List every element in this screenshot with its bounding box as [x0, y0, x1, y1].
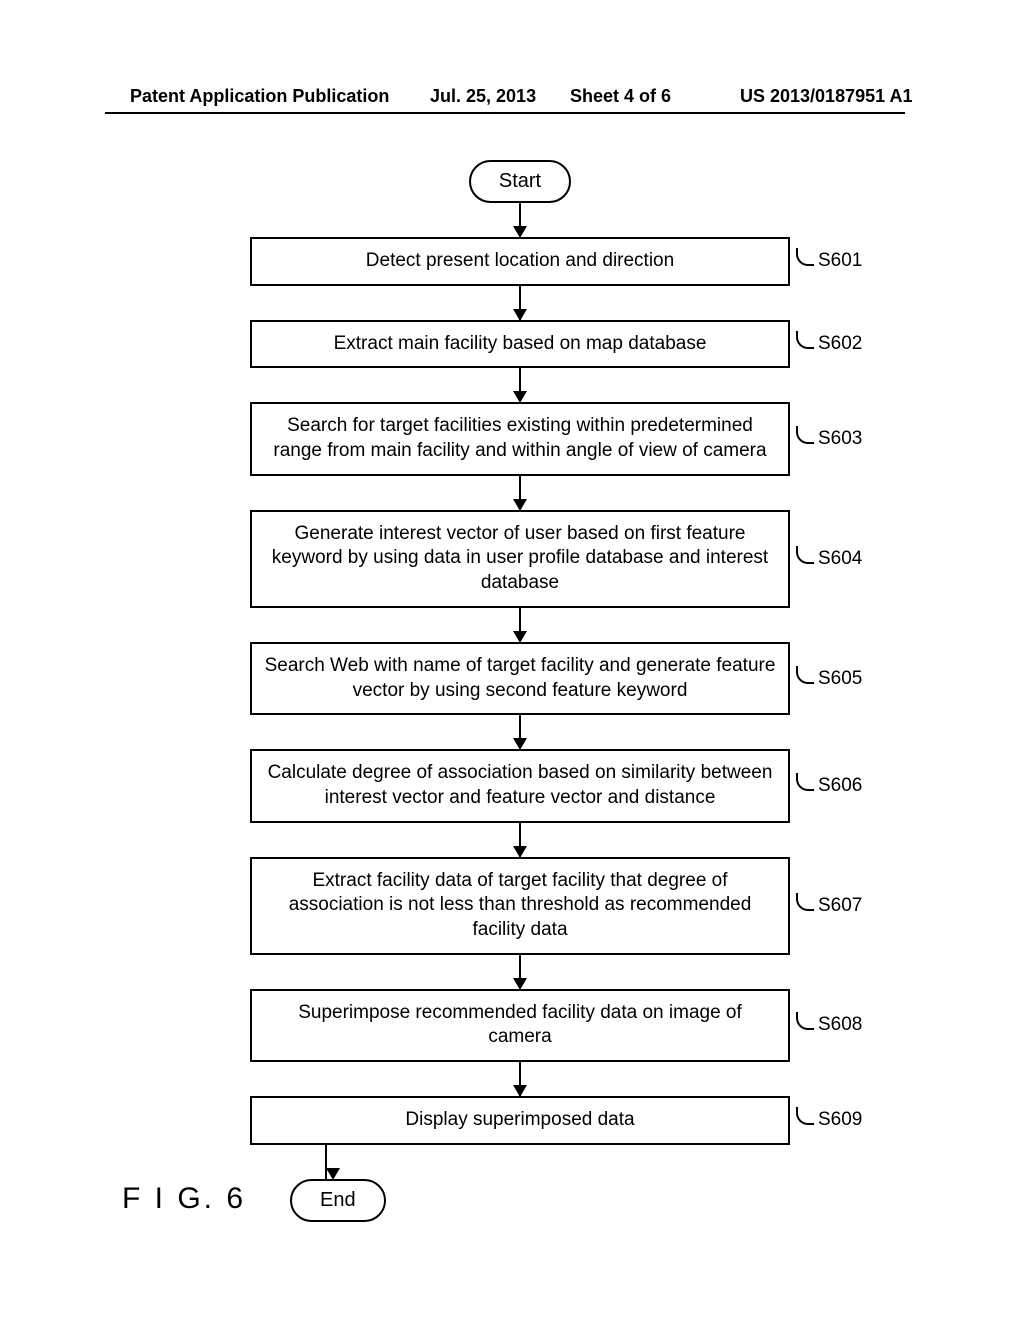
flow-node-s603: Search for target facilities existing wi…	[170, 402, 870, 475]
s603-process: Search for target facilities existing wi…	[250, 402, 790, 475]
flow-arrow	[170, 1145, 870, 1179]
flow-arrow	[170, 286, 870, 320]
s604-label: S604	[796, 548, 862, 570]
s605-label: S605	[796, 668, 862, 690]
flow-arrow	[170, 715, 870, 749]
flow-arrow	[170, 368, 870, 402]
s609-label: S609	[796, 1109, 862, 1131]
header-date: Jul. 25, 2013	[430, 86, 536, 107]
s607-process: Extract facility data of target facility…	[250, 857, 790, 955]
flow-arrow	[170, 203, 870, 237]
s601-label: S601	[796, 250, 862, 272]
flow-node-s602: Extract main facility based on map datab…	[170, 320, 870, 369]
flow-arrow	[170, 823, 870, 857]
s609-process: Display superimposed data	[250, 1096, 790, 1145]
s606-process: Calculate degree of association based on…	[250, 749, 790, 822]
s603-label: S603	[796, 428, 862, 450]
s601-process: Detect present location and direction	[250, 237, 790, 286]
s602-label: S602	[796, 333, 862, 355]
s608-process: Superimpose recommended facility data on…	[250, 989, 790, 1062]
figure-label: F I G. 6	[122, 1182, 246, 1216]
flow-arrow	[170, 608, 870, 642]
flow-node-s604: Generate interest vector of user based o…	[170, 510, 870, 608]
flow-node-s607: Extract facility data of target facility…	[170, 857, 870, 955]
flow-arrow	[170, 476, 870, 510]
flowchart-container: Start Detect present location and directi…	[170, 160, 870, 1222]
header-pubnum: US 2013/0187951 A1	[740, 86, 912, 107]
s606-label: S606	[796, 775, 862, 797]
flow-node-s608: Superimpose recommended facility data on…	[170, 989, 870, 1062]
header-sheet: Sheet 4 of 6	[570, 86, 671, 107]
flow-node-s606: Calculate degree of association based on…	[170, 749, 870, 822]
flow-node-end: End	[170, 1179, 870, 1222]
header-divider	[105, 112, 905, 114]
s607-label: S607	[796, 895, 862, 917]
header-publication: Patent Application Publication	[130, 86, 389, 107]
flow-node-start: Start	[170, 160, 870, 203]
flow-arrow	[170, 1062, 870, 1096]
flow-arrow	[170, 955, 870, 989]
s608-label: S608	[796, 1014, 862, 1036]
s605-process: Search Web with name of target facility …	[250, 642, 790, 715]
flow-node-s601: Detect present location and direction S60…	[170, 237, 870, 286]
s602-process: Extract main facility based on map datab…	[250, 320, 790, 369]
flow-node-s605: Search Web with name of target facility …	[170, 642, 870, 715]
end-terminal: End	[290, 1179, 386, 1222]
s604-process: Generate interest vector of user based o…	[250, 510, 790, 608]
start-terminal: Start	[469, 160, 571, 203]
flow-node-s609: Display superimposed data S609	[170, 1096, 870, 1145]
